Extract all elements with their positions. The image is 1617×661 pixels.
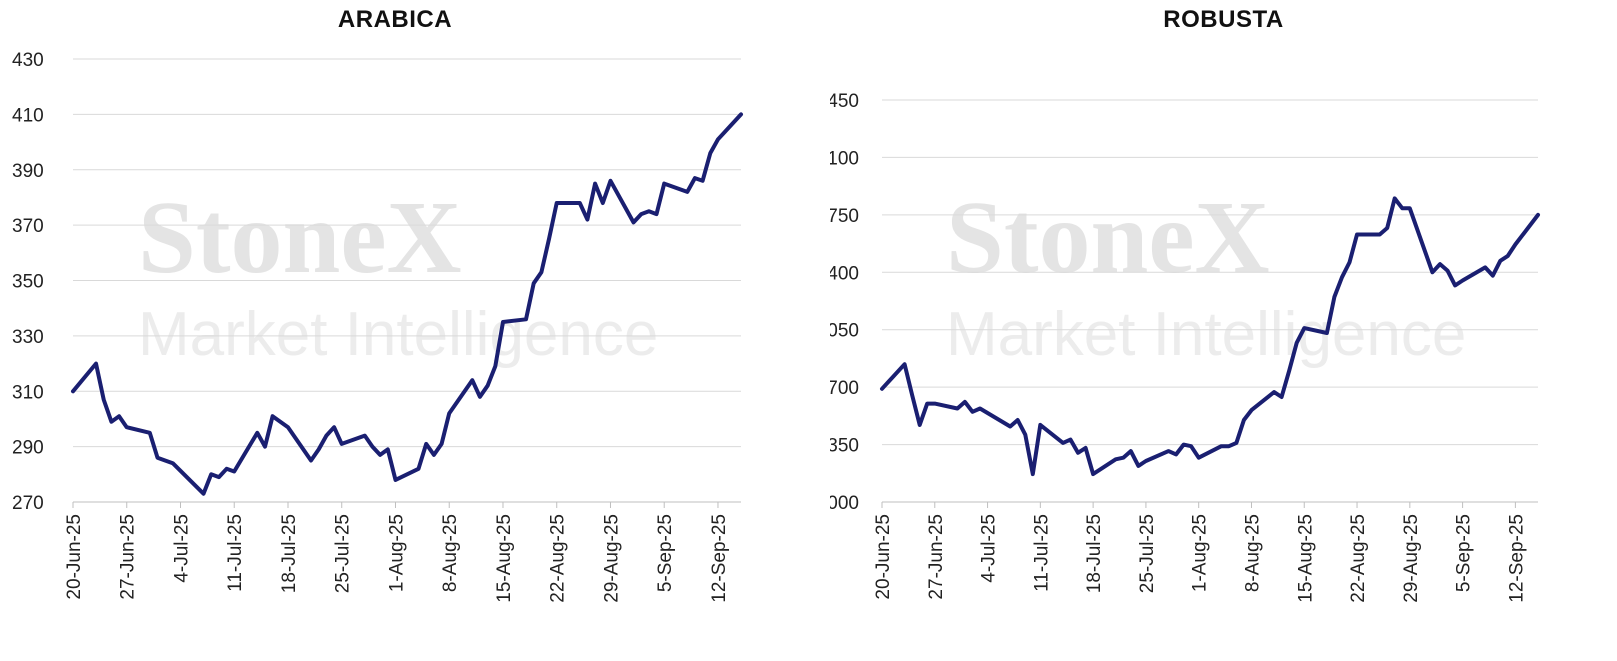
robusta-x-tick-label: 5-Sep-25 [1454,514,1475,592]
arabica-x-tick-label: 8-Aug-25 [440,514,461,592]
robusta-x-tick-label: 25-Jul-25 [1137,514,1158,593]
robusta-x-tick-label: 27-Jun-25 [926,514,947,600]
arabica-price-line [71,112,743,496]
arabica-y-tick-label: 330 [12,327,44,348]
arabica-y-tick-label: 390 [12,161,44,182]
arabica-x-tick-label: 22-Aug-25 [548,514,569,603]
arabica-chart-title: ARABICA [337,6,453,33]
robusta-y-tick-label: 5450 [830,91,859,112]
arabica-x-tick-label: 12-Sep-25 [709,514,730,603]
arabica-y-tick-label: 430 [12,50,44,71]
robusta-watermark-subtitle: Market Intelligence [946,300,1466,369]
arabica-x-tick-label: 29-Aug-25 [601,514,622,603]
arabica-x-tick-label: 4-Jul-25 [171,514,192,583]
arabica-watermark-logo: StoneX [138,180,462,295]
arabica-y-tick-label: 310 [12,382,44,403]
robusta-y-tick-label: 4050 [830,321,859,342]
arabica-y-tick-label: 410 [12,105,44,126]
robusta-x-tick-label: 4-Jul-25 [979,514,1000,583]
robusta-price-line [880,196,1540,477]
arabica-x-tick-label: 15-Aug-25 [494,514,515,603]
robusta-x-tick-label: 29-Aug-25 [1401,514,1422,603]
arabica-x-tick-label: 25-Jul-25 [333,514,354,593]
arabica-x-tick-label: 18-Jul-25 [279,514,300,593]
robusta-y-tick-label: 3700 [830,378,859,399]
arabica-x-tick-label: 5-Sep-25 [655,514,676,592]
robusta-watermark-logo: StoneX [946,180,1270,295]
arabica-x-tick-label: 1-Aug-25 [386,514,407,592]
arabica-x-tick-label: 20-Jun-25 [64,514,85,600]
robusta-x-tick-label: 15-Aug-25 [1295,514,1316,603]
robusta-y-tick-label: 4400 [830,263,859,284]
arabica-y-tick-label: 290 [12,438,44,459]
arabica-chart-panel: ARABICA StoneX Market Intelligence 270 290 3… [0,0,790,661]
robusta-x-tick-label: 12-Sep-25 [1506,514,1527,603]
robusta-chart-title: ROBUSTA [1163,6,1284,33]
robusta-y-tick-label: 5100 [830,148,859,169]
arabica-watermark-subtitle: Market Intelligence [138,300,658,369]
arabica-y-tick-label: 350 [12,272,44,293]
arabica-y-tick-label: 270 [12,493,44,514]
robusta-y-tick-label: 3000 [830,493,859,514]
robusta-x-tick-label: 1-Aug-25 [1190,514,1211,592]
robusta-x-tick-label: 18-Jul-25 [1084,514,1105,593]
robusta-x-tick-label: 20-Jun-25 [873,514,894,600]
robusta-x-tick-label: 8-Aug-25 [1242,514,1263,592]
arabica-x-tick-label: 27-Jun-25 [118,514,139,600]
robusta-x-tick-label: 11-Jul-25 [1031,514,1052,592]
robusta-x-tick-label: 22-Aug-25 [1348,514,1369,603]
robusta-y-tick-label: 3350 [830,436,859,457]
arabica-x-tick-label: 11-Jul-25 [225,514,246,592]
robusta-y-tick-label: 4750 [830,206,859,227]
arabica-y-tick-label: 370 [12,216,44,237]
